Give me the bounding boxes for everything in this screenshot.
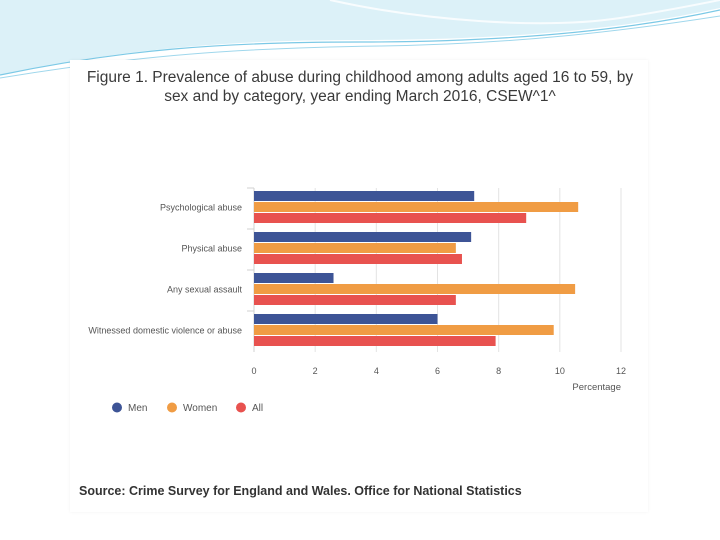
bar-women xyxy=(254,202,579,212)
source-note: Source: Crime Survey for England and Wal… xyxy=(79,484,522,498)
x-axis-label: Percentage xyxy=(572,382,621,393)
bar-all xyxy=(254,336,496,346)
x-tick-label: 6 xyxy=(435,366,440,376)
x-tick-label: 2 xyxy=(313,366,318,376)
bar-men xyxy=(254,314,438,324)
chart-title: Figure 1. Prevalence of abuse during chi… xyxy=(86,69,634,105)
bar-men xyxy=(254,232,472,242)
legend-marker-women xyxy=(167,402,177,413)
legend-label-women: Women xyxy=(183,403,217,414)
x-tick-label: 0 xyxy=(251,366,256,376)
x-tick-label: 10 xyxy=(555,366,565,376)
x-tick-label: 4 xyxy=(374,366,379,376)
bar-women xyxy=(254,243,456,253)
bar-women xyxy=(254,284,576,294)
bar-all xyxy=(254,213,527,223)
category-label: Witnessed domestic violence or abuse xyxy=(88,326,242,336)
bar-all xyxy=(254,254,462,264)
bar-women xyxy=(254,325,554,335)
legend-marker-all xyxy=(236,402,246,413)
category-label: Any sexual assault xyxy=(167,285,243,295)
legend-label-men: Men xyxy=(128,403,147,414)
legend-label-all: All xyxy=(252,403,263,414)
x-tick-label: 8 xyxy=(496,366,501,376)
x-tick-label: 12 xyxy=(616,366,626,376)
bar-all xyxy=(254,295,456,305)
bar-chart: Psychological abuse Physical abuse Any sex… xyxy=(88,187,626,414)
category-label: Psychological abuse xyxy=(160,203,242,213)
bar-men xyxy=(254,191,475,201)
category-label: Physical abuse xyxy=(181,244,242,254)
bar-men xyxy=(254,273,334,283)
legend-marker-men xyxy=(112,402,122,413)
